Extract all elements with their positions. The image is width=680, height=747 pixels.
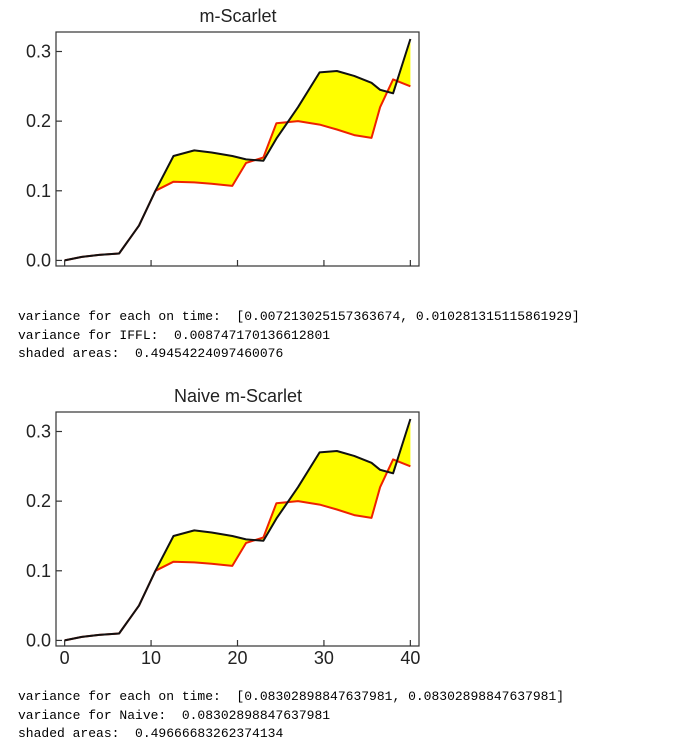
x-tick-label: 0 — [60, 648, 70, 668]
y-tick-label: 0.3 — [26, 422, 51, 442]
x-tick-label: 40 — [400, 268, 420, 270]
output-text-block: variance for each on time: [0.0072130251… — [18, 308, 580, 364]
x-tick-label: 30 — [314, 268, 334, 270]
y-tick-label: 0.0 — [26, 250, 51, 270]
plot-frame — [55, 411, 420, 647]
chart-m-scarlet: m-Scarlet 0 10 20 30 40 0.0 0.1 0.2 0.3 — [0, 0, 680, 270]
x-tick-label: 40 — [400, 648, 420, 668]
output-text-block: variance for each on time: [0.0830289884… — [18, 688, 564, 744]
output-line: variance for IFFL: 0.008747170136612801 — [18, 327, 331, 343]
x-tick-label: 10 — [141, 648, 161, 668]
y-tick-label: 0.1 — [26, 181, 51, 201]
output-line: variance for Naive: 0.08302898847637981 — [18, 707, 331, 723]
chart-svg: m-Scarlet 0 10 20 30 40 0.0 0.1 0.2 0.3 — [26, 6, 420, 270]
y-tick-label: 0.2 — [26, 111, 51, 131]
shaded-area — [64, 419, 411, 641]
output-line: shaded areas: 0.49666683262374134 — [18, 726, 284, 741]
series-line-black — [64, 418, 412, 642]
shaded-area — [64, 39, 411, 261]
output-line: shaded areas: 0.49454224097460076 — [18, 346, 284, 361]
chart-title: m-Scarlet — [199, 6, 276, 26]
output-line: variance for each on time: [0.0830289884… — [18, 689, 565, 704]
y-tick-label: 0.3 — [26, 42, 51, 62]
output-line: variance for each on time: [0.0072130251… — [18, 309, 580, 324]
series-line-black — [64, 38, 412, 262]
y-tick-label: 0.0 — [26, 630, 51, 650]
chart-svg: Naive m-Scarlet 0 10 20 30 40 0.0 0.1 0.2 0.3 — [26, 386, 420, 668]
chart-title: Naive m-Scarlet — [174, 386, 302, 406]
x-tick-label: 20 — [227, 268, 247, 270]
chart-naive-m-scarlet: Naive m-Scarlet 0 10 20 30 40 0.0 0.1 0.2 0.3 — [0, 380, 680, 670]
y-tick-label: 0.1 — [26, 561, 51, 581]
x-tick-label: 20 — [227, 648, 247, 668]
x-tick-label: 10 — [141, 268, 161, 270]
y-tick-label: 0.2 — [26, 491, 51, 511]
x-tick-label: 30 — [314, 648, 334, 668]
plot-frame — [55, 31, 420, 267]
x-tick-label: 0 — [60, 268, 70, 270]
